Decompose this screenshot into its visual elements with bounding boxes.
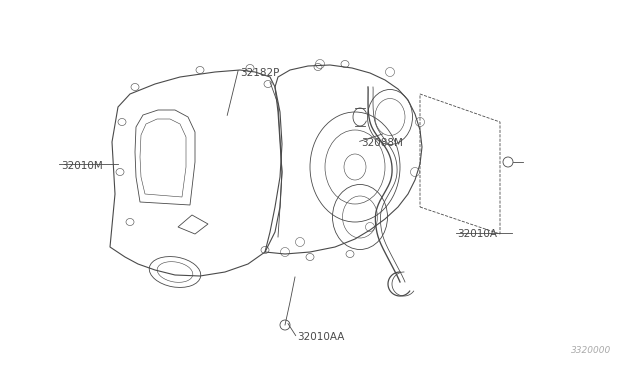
Text: 32010A: 32010A — [458, 230, 498, 239]
Text: 3320000: 3320000 — [571, 346, 611, 355]
Text: 32010AA: 32010AA — [298, 332, 345, 341]
Text: 32182P: 32182P — [240, 68, 280, 77]
Text: 32088M: 32088M — [362, 138, 403, 148]
Text: 32010M: 32010M — [61, 161, 102, 170]
